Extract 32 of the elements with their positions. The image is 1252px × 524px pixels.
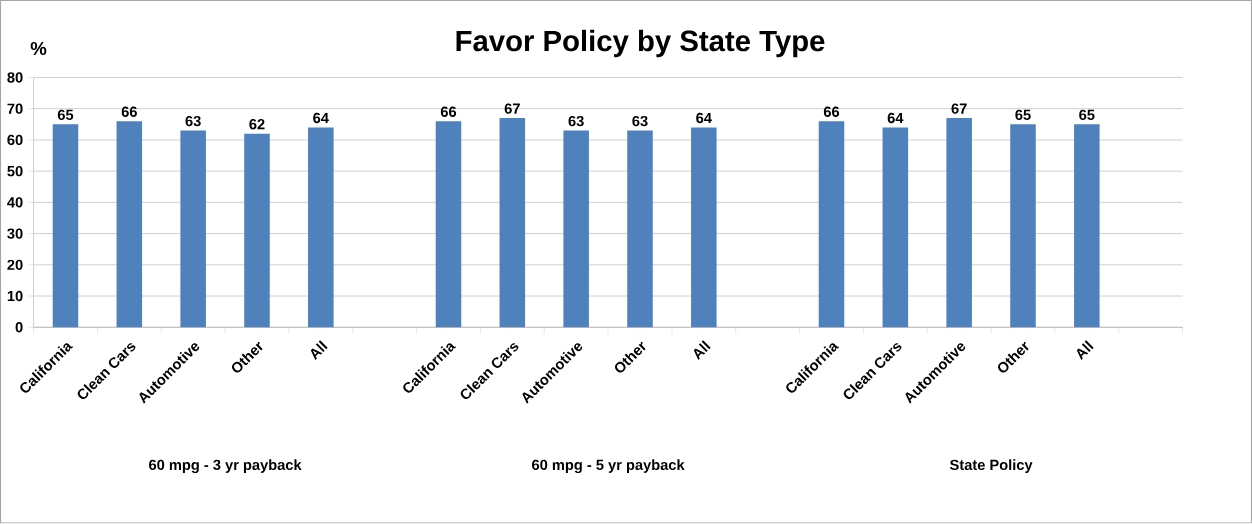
data-label: 67 [951,103,967,114]
data-label: 63 [632,116,648,127]
text: 60 mpg - 5 yr payback [532,459,685,474]
data-label: 63 [185,116,201,127]
data-label: 65 [1079,109,1095,121]
text: State Policy [949,459,1033,474]
data-label: 64 [313,112,329,124]
y-tick-label: 70 [7,103,23,115]
y-tick-label: 10 [7,291,23,302]
y-tick-label: 20 [7,259,23,271]
data-label: 64 [696,112,712,124]
y-tick-label: 30 [7,228,23,239]
data-label: 62 [249,119,265,130]
y-axis-title: % [30,42,47,56]
data-label: 65 [57,109,74,121]
chart-title: Favor Policy by State Type [456,30,825,58]
x-tick-label: All [310,340,328,361]
x-tick-label: All [1076,340,1094,361]
y-tick-label: 0 [15,322,23,333]
y-tick-label: 80 [7,72,23,83]
text: 60 mpg - 3 yr payback [149,459,302,474]
data-label: 63 [568,116,584,127]
data-label: 66 [823,106,840,118]
data-label: 64 [887,112,904,124]
data-label: 67 [504,103,520,114]
data-label: 66 [440,106,457,118]
data-label: 65 [1015,109,1031,121]
x-tick-label: All [693,340,711,361]
y-tick-label: 60 [7,134,23,146]
y-tick-label: 50 [7,166,23,177]
data-label: 66 [121,106,137,118]
y-tick-label: 40 [7,197,23,208]
